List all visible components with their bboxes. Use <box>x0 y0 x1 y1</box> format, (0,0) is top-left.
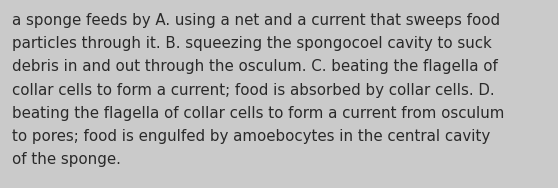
Text: collar cells to form a current; food is absorbed by collar cells. D.: collar cells to form a current; food is … <box>12 83 494 98</box>
Text: beating the flagella of collar cells to form a current from osculum: beating the flagella of collar cells to … <box>12 106 504 121</box>
Text: particles through it. B. squeezing the spongocoel cavity to suck: particles through it. B. squeezing the s… <box>12 36 492 51</box>
Text: of the sponge.: of the sponge. <box>12 152 121 167</box>
Text: debris in and out through the osculum. C. beating the flagella of: debris in and out through the osculum. C… <box>12 59 498 74</box>
Text: to pores; food is engulfed by amoebocytes in the central cavity: to pores; food is engulfed by amoebocyte… <box>12 129 490 144</box>
Text: a sponge feeds by A. using a net and a current that sweeps food: a sponge feeds by A. using a net and a c… <box>12 13 500 28</box>
